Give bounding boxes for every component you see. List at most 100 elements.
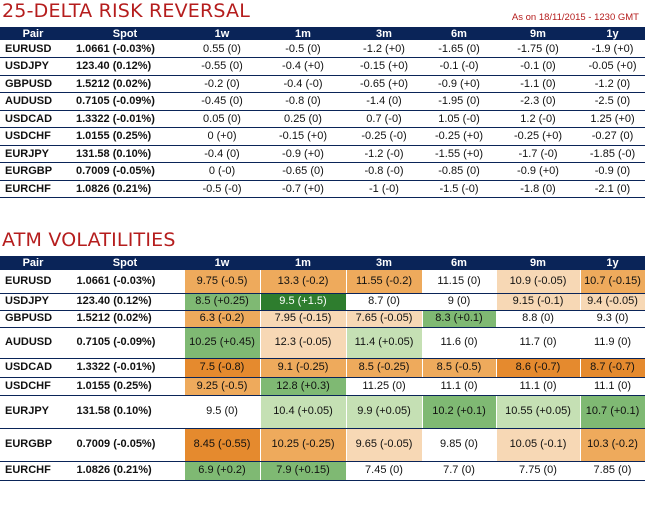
value-cell: -0.55 (0) — [201, 60, 243, 73]
column-header: 1w — [184, 27, 260, 40]
value-cell: 9.25 (-0.5) — [184, 377, 261, 396]
table-row: EURUSD 1.0661 (-0.03%) 0.55 (0) -0.5 (0) -1.… — [0, 40, 645, 58]
value-cell: 9.4 (-0.05) — [580, 293, 645, 311]
value-cell: 9.75 (-0.5) — [184, 270, 261, 294]
table-row: EURJPY 131.58 (0.10%) 9.5 (0) 10.4 (+0.05) 9… — [0, 395, 645, 429]
spot-cell: 1.3322 (-0.01%) — [76, 112, 155, 125]
pair-cell: USDCAD — [0, 358, 67, 378]
value-cell: 7.75 (0) — [496, 461, 581, 481]
column-header: Spot — [66, 256, 184, 270]
value-cell: 11.1 (0) — [580, 377, 645, 396]
table-row: EURUSD 1.0661 (-0.03%) 9.75 (-0.5) 13.3 (-0… — [0, 270, 645, 294]
value-cell: 10.05 (-0.1) — [496, 428, 581, 462]
value-cell: -0.7 (+0) — [282, 182, 324, 195]
value-cell: -0.4 (0) — [204, 147, 240, 160]
risk-reversal-header-row: Pair Spot 1w 1m 3m 6m 9m 1y — [0, 27, 645, 40]
value-cell: 0.7 (-0) — [366, 112, 402, 125]
value-cell: -1.2 (+0) — [363, 42, 405, 55]
value-cell: 10.25 (+0.45) — [184, 327, 261, 359]
value-cell: 8.5 (-0.5) — [422, 358, 497, 378]
value-cell: -1 (-0) — [369, 182, 399, 195]
spot-cell: 1.0155 (0.25%) — [76, 130, 152, 143]
pair-cell: EURGBP — [0, 428, 67, 462]
value-cell: -0.5 (-0) — [202, 182, 242, 195]
value-cell: 8.5 (-0.25) — [346, 358, 423, 378]
value-cell: 10.3 (-0.2) — [580, 428, 645, 462]
value-cell: 10.9 (-0.05) — [496, 270, 581, 294]
pair-cell: EURGBP — [5, 165, 53, 178]
table-row: EURGBP 0.7009 (-0.05%) 8.45 (-0.55) 10.25 (… — [0, 428, 645, 462]
table-row: USDCHF 1.0155 (0.25%) 9.25 (-0.5) 12.8 (+0.… — [0, 377, 645, 396]
table-row: EURGBP 0.7009 (-0.05%) 0 (-0) -0.65 (0) -0.8… — [0, 163, 645, 180]
value-cell: 1.2 (-0) — [520, 112, 556, 125]
value-cell: 11.4 (+0.05) — [346, 327, 423, 359]
value-cell: 11.6 (0) — [422, 327, 497, 359]
value-cell: -0.4 (+0) — [282, 60, 324, 73]
table-row: USDCAD 1.3322 (-0.01%) 7.5 (-0.8) 9.1 (-0.2… — [0, 358, 645, 378]
value-cell: -1.1 (0) — [520, 77, 556, 90]
pair-cell: EURJPY — [0, 395, 67, 429]
value-cell: -0.9 (0) — [594, 165, 631, 178]
value-cell: -1.75 (0) — [517, 42, 559, 55]
value-cell: 1.25 (+0) — [590, 112, 635, 125]
value-cell: 7.85 (0) — [580, 461, 645, 481]
column-header: 9m — [496, 256, 580, 270]
spot-cell: 1.3322 (-0.01%) — [66, 358, 185, 378]
atm-volatilities-header-row: Pair Spot 1w 1m 3m 6m 9m 1y — [0, 256, 645, 270]
table-row: EURJPY 131.58 (0.10%) -0.4 (0) -0.9 (+0) -1.… — [0, 145, 645, 163]
value-cell: 8.7 (-0.7) — [580, 358, 645, 378]
column-header: 3m — [346, 27, 422, 40]
value-cell: 7.5 (-0.8) — [184, 358, 261, 378]
pair-cell: EURJPY — [5, 147, 50, 160]
spot-cell: 0.7105 (-0.09%) — [76, 95, 155, 108]
table-row: EURCHF 1.0826 (0.21%) -0.5 (-0) -0.7 (+0) -1… — [0, 180, 645, 198]
value-cell: 6.3 (-0.2) — [184, 310, 261, 328]
value-cell: 0.55 (0) — [203, 42, 241, 55]
value-cell: -0.4 (-0) — [283, 77, 323, 90]
value-cell: 11.25 (0) — [346, 377, 423, 396]
value-cell: 9.5 (0) — [184, 395, 261, 429]
value-cell: 8.5 (+0.25) — [184, 293, 261, 311]
value-cell: -0.5 (0) — [285, 42, 321, 55]
atm-volatilities-table: Pair Spot 1w 1m 3m 6m 9m 1y EURUSD 1.0661 (-0.03… — [0, 256, 645, 481]
value-cell: -0.65 (+0) — [360, 77, 408, 90]
column-header: Spot — [66, 27, 184, 40]
spot-cell: 1.0661 (-0.03%) — [66, 270, 185, 294]
value-cell: -0.25 (-0) — [361, 130, 407, 143]
table-row: AUDUSD 0.7105 (-0.09%) -0.45 (0) -0.8 (0) -1… — [0, 93, 645, 110]
pair-cell: USDCAD — [5, 112, 53, 125]
value-cell: -0.05 (+0) — [588, 60, 637, 73]
value-cell: -0.9 (+0) — [438, 77, 480, 90]
value-cell: -0.65 (0) — [282, 165, 324, 178]
value-cell: 1.05 (-0) — [438, 112, 480, 125]
value-cell: -0.1 (0) — [520, 60, 556, 73]
value-cell: 12.8 (+0.3) — [260, 377, 347, 396]
value-cell: 9.3 (0) — [580, 310, 645, 328]
value-cell: -0.85 (0) — [438, 165, 480, 178]
value-cell: 7.65 (-0.05) — [346, 310, 423, 328]
value-cell: 10.4 (+0.05) — [260, 395, 347, 429]
column-header: 6m — [422, 27, 496, 40]
value-cell: -1.8 (0) — [520, 182, 556, 195]
spot-cell: 1.0661 (-0.03%) — [76, 42, 155, 55]
value-cell: 6.9 (+0.2) — [184, 461, 261, 481]
table-row: AUDUSD 0.7105 (-0.09%) 10.25 (+0.45) 12.3 (… — [0, 327, 645, 359]
value-cell: 0 (-0) — [208, 165, 236, 178]
value-cell: -0.2 (0) — [204, 77, 240, 90]
value-cell: -2.3 (0) — [520, 95, 556, 108]
column-header: 1m — [260, 256, 346, 270]
column-header: Pair — [0, 256, 66, 270]
pair-cell: EURUSD — [0, 270, 67, 294]
pair-cell: EURCHF — [5, 182, 51, 195]
value-cell: 9.65 (-0.05) — [346, 428, 423, 462]
value-cell: 0.25 (0) — [284, 112, 322, 125]
risk-reversal-table: Pair Spot 1w 1m 3m 6m 9m 1y EURUSD 1.0661 (-0.03… — [0, 27, 645, 198]
column-header: 1y — [580, 256, 645, 270]
value-cell: -0.25 (+0) — [514, 130, 562, 143]
value-cell: 8.8 (0) — [496, 310, 581, 328]
pair-cell: AUDUSD — [0, 327, 67, 359]
value-cell: -0.45 (0) — [201, 95, 243, 108]
column-header: 6m — [422, 256, 496, 270]
pair-cell: EURUSD — [5, 42, 52, 55]
table-row: USDJPY 123.40 (0.12%) -0.55 (0) -0.4 (+0) -0… — [0, 58, 645, 75]
